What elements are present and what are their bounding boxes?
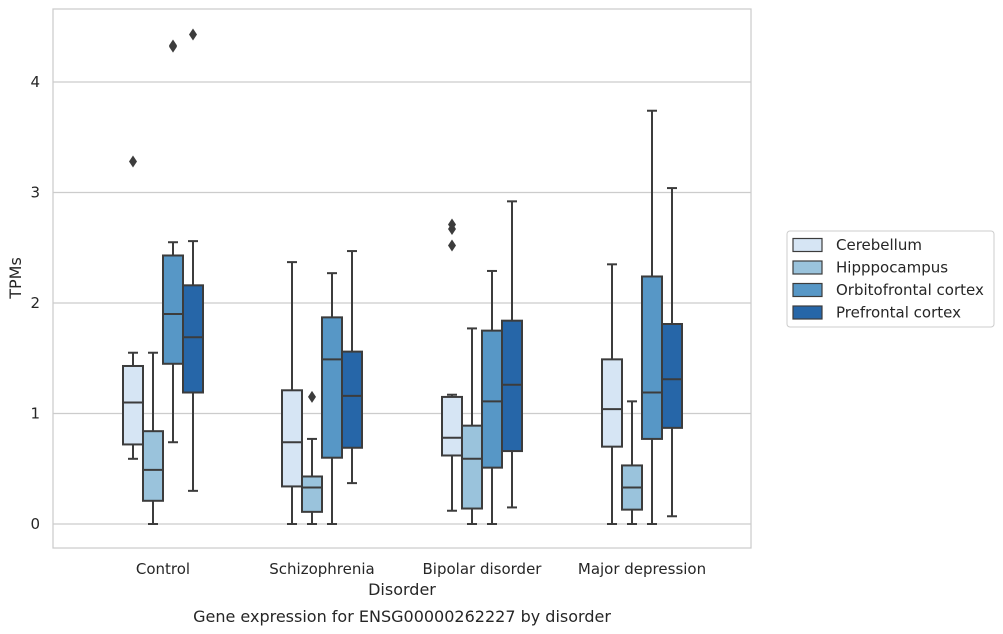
box-iqr — [601, 358, 623, 448]
box-bipolar-disorder — [441, 218, 463, 512]
box-schizophrenia — [321, 272, 343, 525]
legend-swatch — [792, 260, 823, 275]
legend-label: Cerebellum — [836, 236, 922, 254]
plot-frame — [52, 8, 752, 549]
box-iqr — [441, 395, 463, 457]
outlier-point — [129, 155, 137, 168]
x-tick-label: Bipolar disorder — [423, 560, 543, 578]
legend-frame — [786, 230, 995, 328]
box-major-depression — [661, 187, 683, 518]
legend-label: Orbitofrontal cortex — [836, 281, 984, 299]
box-iqr — [461, 424, 483, 510]
legend-swatch — [792, 282, 823, 298]
x-axis-ticks: Control Schizophrenia Bipolar disorder Majo… — [136, 560, 706, 578]
box-iqr — [501, 319, 523, 453]
box-series — [122, 28, 683, 525]
box-iqr — [142, 430, 164, 502]
legend-label: Hipppocampus — [836, 259, 948, 277]
y-tick-label: 4 — [30, 73, 40, 91]
box-iqr — [122, 364, 144, 446]
x-tick-label: Major depression — [578, 560, 706, 578]
box-bipolar-disorder — [481, 269, 503, 525]
box-iqr — [321, 316, 343, 459]
box-schizophrenia — [341, 250, 363, 485]
x-tick-label: Control — [136, 560, 190, 578]
series-0 — [122, 155, 623, 525]
box-iqr — [281, 389, 303, 488]
box-major-depression — [601, 263, 623, 525]
series-1 — [142, 327, 643, 525]
box-major-depression — [641, 109, 663, 525]
outlier-point — [308, 390, 316, 403]
box-iqr — [641, 275, 663, 440]
y-tick-label: 3 — [30, 184, 40, 202]
outlier-point — [448, 239, 456, 252]
legend: Cerebellum Hipppocampus Orbitofrontal cort… — [786, 230, 995, 328]
y-axis-title: TPMs — [6, 257, 25, 300]
series-3 — [182, 28, 683, 518]
x-tick-label: Schizophrenia — [269, 560, 374, 578]
box-bipolar-disorder — [501, 200, 523, 509]
box-iqr — [481, 329, 503, 469]
box-schizophrenia — [301, 390, 323, 525]
legend-swatch — [792, 237, 823, 253]
box-control — [122, 155, 144, 460]
chart-caption: Gene expression for ENSG00000262227 by d… — [193, 607, 611, 626]
y-tick-label: 1 — [30, 405, 40, 423]
box-iqr — [301, 475, 323, 513]
box-schizophrenia — [281, 261, 303, 525]
box-control — [162, 39, 184, 444]
y-axis-ticks: 0 1 2 3 4 — [30, 73, 40, 533]
box-iqr — [182, 284, 204, 394]
box-control — [142, 351, 164, 525]
box-control — [182, 28, 204, 492]
y-tick-label: 0 — [30, 515, 40, 533]
box-major-depression — [621, 400, 643, 525]
box-bipolar-disorder — [461, 327, 483, 525]
series-2 — [162, 39, 663, 525]
outlier-point — [448, 218, 456, 231]
outlier-point — [189, 28, 197, 41]
legend-swatch — [792, 305, 823, 320]
outlier-point — [169, 39, 177, 52]
box-iqr — [661, 322, 683, 429]
box-iqr — [162, 254, 184, 365]
y-tick-label: 2 — [30, 294, 40, 312]
box-iqr — [341, 350, 363, 449]
legend-label: Prefrontal cortex — [836, 304, 961, 322]
x-axis-title: Disorder — [368, 580, 436, 599]
